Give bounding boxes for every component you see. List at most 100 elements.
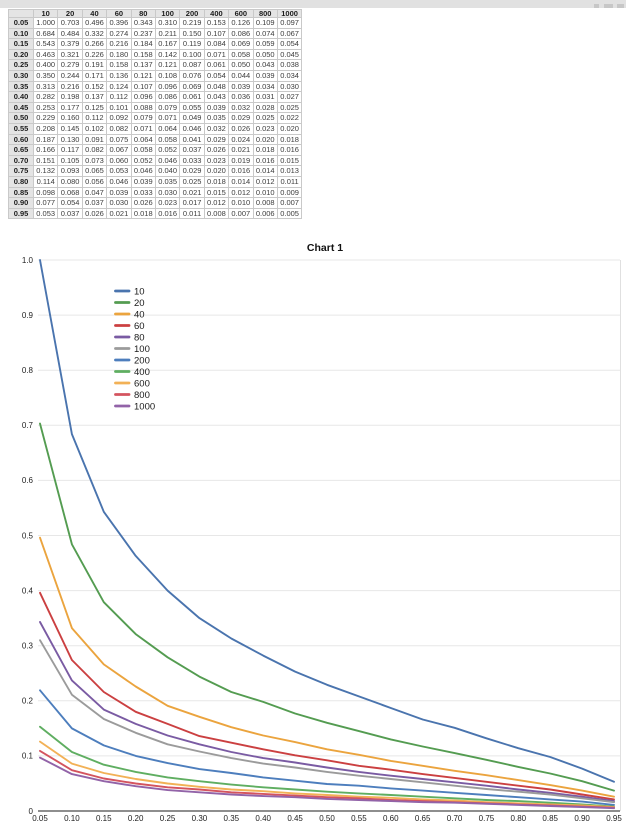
row-header-0.90[interactable]: 0.90: [8, 197, 34, 209]
table-cell[interactable]: 0.036: [228, 91, 254, 103]
table-cell[interactable]: 0.030: [106, 197, 132, 209]
table-cell[interactable]: 0.117: [57, 144, 83, 156]
table-cell[interactable]: 0.069: [179, 80, 205, 93]
table-cell[interactable]: 0.086: [154, 91, 181, 103]
table-cell[interactable]: 0.136: [106, 69, 132, 82]
table-cell[interactable]: 0.087: [179, 59, 205, 71]
column-header-400[interactable]: 400: [203, 9, 230, 18]
table-cell[interactable]: 0.132: [32, 165, 59, 177]
table-cell[interactable]: 0.049: [179, 112, 205, 124]
table-cell[interactable]: 0.018: [203, 175, 230, 188]
table-cell[interactable]: 0.279: [57, 59, 83, 71]
table-cell[interactable]: 0.086: [228, 27, 254, 40]
table-cell[interactable]: 0.038: [276, 59, 303, 71]
table-cell[interactable]: 0.029: [203, 133, 230, 146]
table-cell[interactable]: 0.053: [32, 207, 59, 220]
table-cell[interactable]: 0.274: [106, 27, 132, 40]
table-cell[interactable]: 0.012: [228, 186, 254, 199]
table-cell[interactable]: 0.009: [276, 186, 303, 199]
table-cell[interactable]: 0.082: [81, 144, 108, 156]
legend-label-20[interactable]: 20: [134, 298, 145, 309]
table-cell[interactable]: 0.184: [130, 38, 156, 50]
table-cell[interactable]: 0.092: [106, 112, 132, 124]
table-cell[interactable]: 0.093: [57, 165, 83, 177]
table-cell[interactable]: 0.050: [228, 59, 254, 71]
table-cell[interactable]: 0.071: [203, 48, 230, 61]
table-cell[interactable]: 0.153: [203, 17, 230, 29]
table-cell[interactable]: 0.237: [130, 27, 156, 40]
table-cell[interactable]: 0.080: [57, 175, 83, 188]
row-header-0.85[interactable]: 0.85: [8, 186, 34, 199]
table-cell[interactable]: 0.041: [179, 133, 205, 146]
table-cell[interactable]: 0.073: [81, 154, 108, 167]
table-cell[interactable]: 0.097: [276, 17, 303, 29]
table-cell[interactable]: 0.050: [252, 48, 278, 61]
table-cell[interactable]: 0.029: [228, 112, 254, 124]
table-cell[interactable]: 0.109: [252, 17, 278, 29]
table-cell[interactable]: 0.033: [130, 186, 156, 199]
table-cell[interactable]: 0.040: [154, 165, 181, 177]
table-cell[interactable]: 0.018: [130, 207, 156, 220]
table-cell[interactable]: 0.045: [276, 48, 303, 61]
table-cell[interactable]: 0.064: [154, 122, 181, 135]
table-cell[interactable]: 0.025: [179, 175, 205, 188]
table-cell[interactable]: 0.020: [252, 133, 278, 146]
row-header-0.15[interactable]: 0.15: [8, 38, 34, 50]
table-cell[interactable]: 0.463: [32, 48, 59, 61]
table-cell[interactable]: 0.219: [179, 17, 205, 29]
table-cell[interactable]: 0.026: [203, 144, 230, 156]
table-cell[interactable]: 0.025: [276, 101, 303, 114]
table-cell[interactable]: 0.071: [154, 112, 181, 124]
table-cell[interactable]: 0.054: [276, 38, 303, 50]
table-cell[interactable]: 0.107: [130, 80, 156, 93]
table-cell[interactable]: 0.379: [57, 38, 83, 50]
table-cell[interactable]: 0.211: [154, 27, 181, 40]
table-cell[interactable]: 0.013: [276, 165, 303, 177]
row-header-0.25[interactable]: 0.25: [8, 59, 34, 71]
table-cell[interactable]: 0.039: [203, 101, 230, 114]
table-cell[interactable]: 0.048: [203, 80, 230, 93]
legend-label-600[interactable]: 600: [134, 378, 150, 389]
table-cell[interactable]: 0.121: [154, 59, 181, 71]
table-cell[interactable]: 0.177: [57, 101, 83, 114]
legend-label-100[interactable]: 100: [134, 344, 150, 355]
series-line-600[interactable]: [39, 740, 615, 809]
table-cell[interactable]: 0.058: [228, 48, 254, 61]
table-cell[interactable]: 0.229: [32, 112, 59, 124]
table-cell[interactable]: 0.098: [32, 186, 59, 199]
table-cell[interactable]: 0.332: [81, 27, 108, 40]
table-cell[interactable]: 0.033: [179, 154, 205, 167]
table-cell[interactable]: 1.000: [32, 17, 59, 29]
row-header-0.05[interactable]: 0.05: [8, 17, 34, 29]
table-cell[interactable]: 0.158: [106, 59, 132, 71]
table-cell[interactable]: 0.313: [32, 80, 59, 93]
table-cell[interactable]: 0.014: [252, 165, 278, 177]
column-header-1000[interactable]: 1000: [276, 9, 303, 18]
table-cell[interactable]: 0.096: [130, 91, 156, 103]
row-header-0.80[interactable]: 0.80: [8, 175, 34, 188]
table-cell[interactable]: 0.054: [203, 69, 230, 82]
column-header-10[interactable]: 10: [32, 9, 59, 18]
table-cell[interactable]: 0.019: [228, 154, 254, 167]
table-cell[interactable]: 0.101: [106, 101, 132, 114]
table-cell[interactable]: 0.026: [81, 207, 108, 220]
table-cell[interactable]: 0.158: [130, 48, 156, 61]
table-cell[interactable]: 0.059: [252, 38, 278, 50]
table-cell[interactable]: 0.064: [130, 133, 156, 146]
table-cell[interactable]: 0.030: [154, 186, 181, 199]
row-header-0.20[interactable]: 0.20: [8, 48, 34, 61]
table-cell[interactable]: 0.079: [154, 101, 181, 114]
table-cell[interactable]: 0.021: [179, 186, 205, 199]
table-cell[interactable]: 0.125: [81, 101, 108, 114]
table-cell[interactable]: 0.028: [252, 101, 278, 114]
table-cell[interactable]: 0.030: [276, 80, 303, 93]
table-cell[interactable]: 0.119: [179, 38, 205, 50]
table-cell[interactable]: 0.034: [252, 80, 278, 93]
table-cell[interactable]: 0.082: [106, 122, 132, 135]
table-cell[interactable]: 0.084: [203, 38, 230, 50]
table-cell[interactable]: 0.543: [32, 38, 59, 50]
table-cell[interactable]: 0.114: [32, 175, 59, 188]
table-cell[interactable]: 0.068: [57, 186, 83, 199]
table-cell[interactable]: 0.052: [154, 144, 181, 156]
series-line-400[interactable]: [39, 725, 615, 808]
